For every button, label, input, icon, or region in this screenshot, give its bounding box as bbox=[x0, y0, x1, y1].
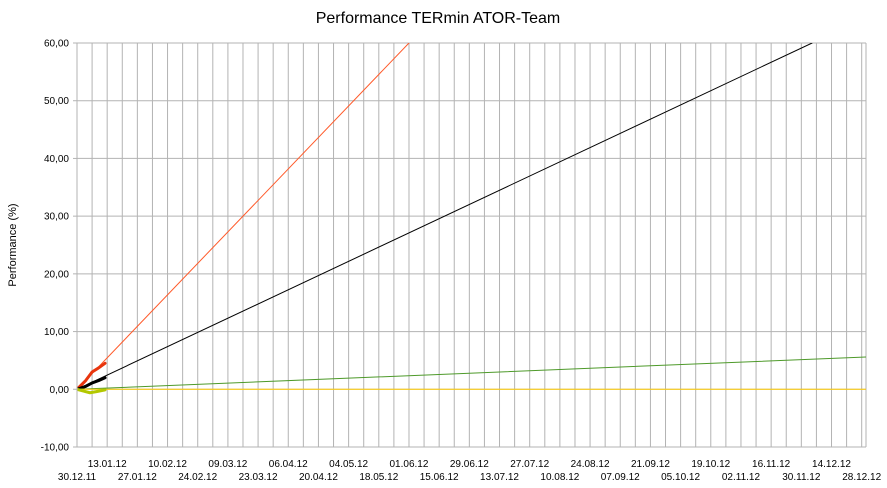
x-tick-label: 20.04.12 bbox=[299, 472, 338, 483]
x-tick-label: 13.01.12 bbox=[88, 459, 127, 470]
x-tick-label: 15.06.12 bbox=[420, 472, 459, 483]
x-tick-label: 05.10.12 bbox=[661, 472, 700, 483]
x-tick-label: 29.06.12 bbox=[450, 459, 489, 470]
x-tick-label: 30.11.12 bbox=[782, 472, 821, 483]
y-tick-label: 0,00 bbox=[50, 385, 70, 396]
y-tick-label: 30,00 bbox=[44, 212, 69, 223]
x-tick-label: 10.08.12 bbox=[540, 472, 579, 483]
x-tick-label: 18.05.12 bbox=[359, 472, 398, 483]
x-tick-label: 02.11.12 bbox=[722, 472, 761, 483]
x-tick-label: 06.04.12 bbox=[269, 459, 308, 470]
x-tick-label: 21.09.12 bbox=[631, 459, 670, 470]
y-tick-label: 10,00 bbox=[44, 327, 69, 338]
x-tick-label: 16.11.12 bbox=[752, 459, 791, 470]
series-line-7 bbox=[77, 387, 107, 395]
chart-title: Performance TERmin ATOR-Team bbox=[316, 10, 561, 27]
grid bbox=[76, 42, 867, 448]
x-tick-label: 13.07.12 bbox=[480, 472, 519, 483]
y-tick-label: 40,00 bbox=[44, 154, 69, 165]
series-line-1 bbox=[77, 43, 410, 390]
x-tick-label: 09.03.12 bbox=[208, 459, 247, 470]
x-tick-label: 19.10.12 bbox=[691, 459, 730, 470]
x-tick-label: 01.06.12 bbox=[390, 459, 429, 470]
x-tick-label: 30.12.11 bbox=[58, 472, 97, 483]
x-tick-label: 14.12.12 bbox=[812, 459, 851, 470]
x-tick-label: 04.05.12 bbox=[329, 459, 368, 470]
y-tick-label: 50,00 bbox=[44, 96, 69, 107]
x-tick-label: 24.08.12 bbox=[571, 459, 610, 470]
x-tick-label: 23.03.12 bbox=[239, 472, 278, 483]
series-line-5 bbox=[77, 356, 866, 390]
x-tick-label: 27.07.12 bbox=[510, 459, 549, 470]
series-line-4 bbox=[77, 376, 107, 391]
x-tick-label: 07.09.12 bbox=[601, 472, 640, 483]
x-tick-label: 28.12.12 bbox=[842, 472, 881, 483]
y-tick-label: 20,00 bbox=[44, 269, 69, 280]
y-axis-title: Performance (%) bbox=[7, 203, 19, 286]
y-tick-label: -10,00 bbox=[41, 443, 70, 454]
x-tick-label: 10.02.12 bbox=[148, 459, 187, 470]
axes: -10,00 0,00 10,00 20,00 30,00 40,00 50,00 60,00… bbox=[41, 39, 882, 484]
series-lines bbox=[77, 43, 866, 395]
series-line-3 bbox=[77, 43, 813, 390]
y-tick-label: 60,00 bbox=[44, 39, 69, 50]
x-tick-label: 24.02.12 bbox=[178, 472, 217, 483]
series-line-2 bbox=[77, 361, 107, 391]
x-tick-label: 27.01.12 bbox=[118, 472, 157, 483]
